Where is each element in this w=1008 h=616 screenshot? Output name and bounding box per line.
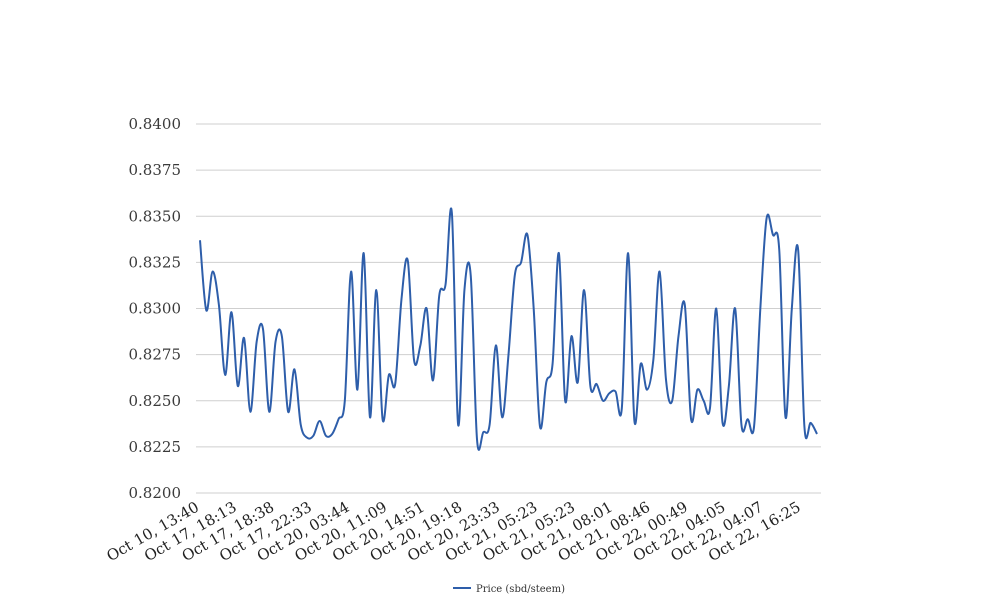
series-line-price: [199, 207, 818, 451]
y-tick-label: 0.8200: [129, 484, 182, 502]
y-tick-label: 0.8350: [129, 207, 182, 225]
y-tick-label: 0.8300: [129, 300, 182, 318]
y-tick-label: 0.8250: [129, 392, 182, 410]
y-tick-label: 0.8375: [129, 161, 182, 179]
y-tick-label: 0.8400: [129, 115, 182, 133]
y-tick-label: 0.8275: [129, 346, 182, 364]
legend: Price (sbd/steem): [453, 584, 565, 595]
series-layer: [199, 207, 818, 451]
gridlines: [196, 123, 821, 494]
y-tick-label: 0.8325: [129, 253, 182, 271]
y-tick-label: 0.8225: [129, 438, 182, 456]
legend-label: Price (sbd/steem): [476, 584, 565, 595]
y-axis-tick-labels: 0.8200 0.8225 0.8250 0.8275 0.8300 0.8325 0.83…: [129, 115, 182, 502]
